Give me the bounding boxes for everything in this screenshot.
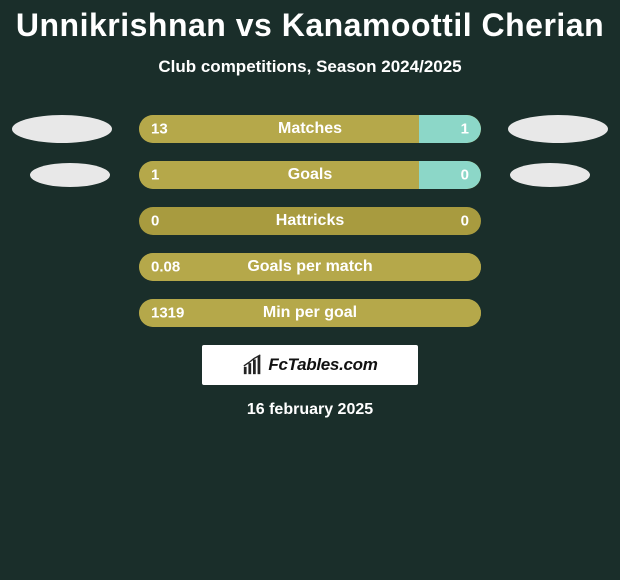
brand-text: FcTables.com: [268, 355, 377, 375]
player-right-marker: [508, 115, 608, 143]
stat-label: Goals per match: [247, 258, 372, 276]
bar-track: 0.08 Goals per match: [139, 253, 481, 281]
stat-left-value: 0.08: [151, 259, 180, 276]
stat-right-value: 0: [461, 167, 469, 184]
stat-right-value: 0: [461, 213, 469, 230]
stat-row-matches: 13 Matches 1: [0, 115, 620, 143]
bar-track: 1319 Min per goal: [139, 299, 481, 327]
stat-right-value: 1: [461, 121, 469, 138]
stat-label: Goals: [288, 166, 332, 184]
root: Unnikrishnan vs Kanamoottil Cherian Club…: [0, 0, 620, 419]
bar-track: 1 Goals 0: [139, 161, 481, 189]
player-left-marker: [30, 163, 110, 187]
stat-left-value: 13: [151, 121, 168, 138]
page-title: Unnikrishnan vs Kanamoottil Cherian: [0, 8, 620, 43]
stat-row-hattricks: 0 Hattricks 0: [0, 207, 620, 235]
brand-badge[interactable]: FcTables.com: [202, 345, 418, 385]
stat-left-value: 1319: [151, 305, 184, 322]
player-right-marker: [510, 163, 590, 187]
stat-label: Min per goal: [263, 304, 357, 322]
bar-chart-icon: [242, 354, 264, 376]
stat-row-goals: 1 Goals 0: [0, 161, 620, 189]
stat-row-gpm: 0.08 Goals per match: [0, 253, 620, 281]
stat-label: Matches: [278, 120, 342, 138]
comparison-chart: 13 Matches 1 1 Goals 0 0 Hattricks: [0, 115, 620, 327]
footer-date: 16 february 2025: [0, 401, 620, 419]
bar-right: [419, 115, 481, 143]
bar-left: [139, 161, 419, 189]
stat-left-value: 1: [151, 167, 159, 184]
bar-track: 13 Matches 1: [139, 115, 481, 143]
bar-track: 0 Hattricks 0: [139, 207, 481, 235]
player-left-marker: [12, 115, 112, 143]
stat-left-value: 0: [151, 213, 159, 230]
bar-right: [419, 161, 481, 189]
stat-row-mpg: 1319 Min per goal: [0, 299, 620, 327]
page-subtitle: Club competitions, Season 2024/2025: [0, 57, 620, 77]
stat-label: Hattricks: [276, 212, 344, 230]
